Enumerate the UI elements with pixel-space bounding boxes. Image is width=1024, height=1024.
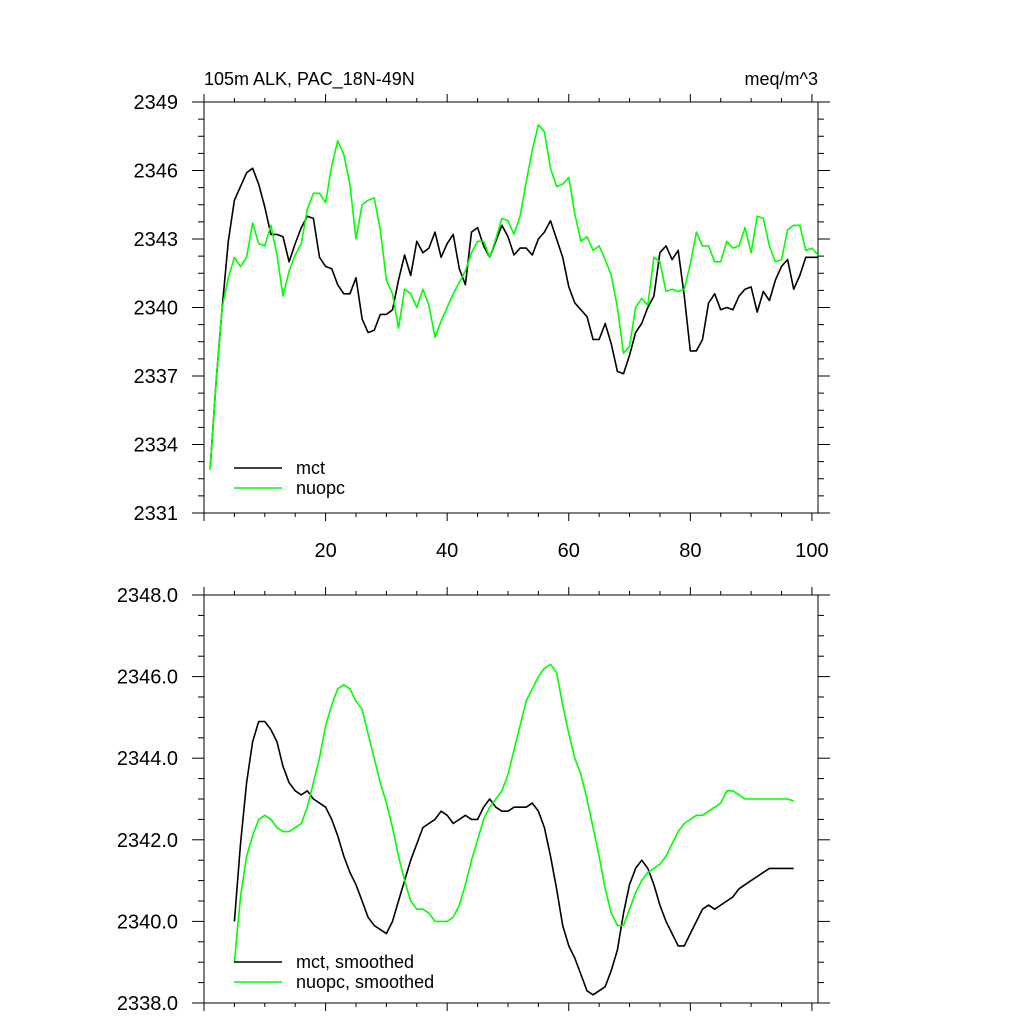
plot-panel-1: 20 40 60 80 100 2331 2334 2337 2340 2343 2346 2349 1… <box>134 69 830 562</box>
y-tick-label: 2331 <box>134 503 179 525</box>
y-tick-label: 2338.0 <box>117 993 178 1015</box>
y-tick-label: 2334 <box>134 435 179 457</box>
y-tick-label: 2348.0 <box>117 585 178 607</box>
y-tick-label: 2343 <box>134 229 179 251</box>
chart-units: meq/m^3 <box>745 69 818 89</box>
y-tick-label: 2337 <box>134 366 179 388</box>
series-line-mct-smoothed <box>233 720 794 996</box>
legend-label: mct <box>296 458 325 478</box>
y-tick-label: 2340.0 <box>117 911 178 933</box>
series-line-nuopc-smoothed <box>233 663 794 963</box>
legend-label: nuopc, smoothed <box>296 972 434 992</box>
y-tick-label: 2346.0 <box>117 667 178 689</box>
plot-panel-2: 2338.0 2340.0 2342.0 2344.0 2346.0 2348.0 mct,… <box>117 585 830 1015</box>
legend-label: nuopc <box>296 478 345 498</box>
y-tick-label: 2340 <box>134 298 179 320</box>
x-tick-label: 60 <box>558 540 580 562</box>
y-tick-label: 2342.0 <box>117 830 178 852</box>
x-tick-label: 40 <box>436 540 458 562</box>
x-tick-label: 80 <box>679 540 701 562</box>
x-tick-label: 100 <box>795 540 828 562</box>
plot-frame <box>203 594 819 1004</box>
y-tick-label: 2344.0 <box>117 748 178 770</box>
series-line-nuopc <box>209 124 819 470</box>
x-tick-label: 20 <box>314 540 336 562</box>
y-tick-label: 2349 <box>134 92 179 114</box>
legend-label: mct, smoothed <box>296 952 414 972</box>
y-tick-label: 2346 <box>134 161 179 183</box>
series-line-mct <box>209 167 818 470</box>
chart-title: 105m ALK, PAC_18N-49N <box>204 69 415 90</box>
